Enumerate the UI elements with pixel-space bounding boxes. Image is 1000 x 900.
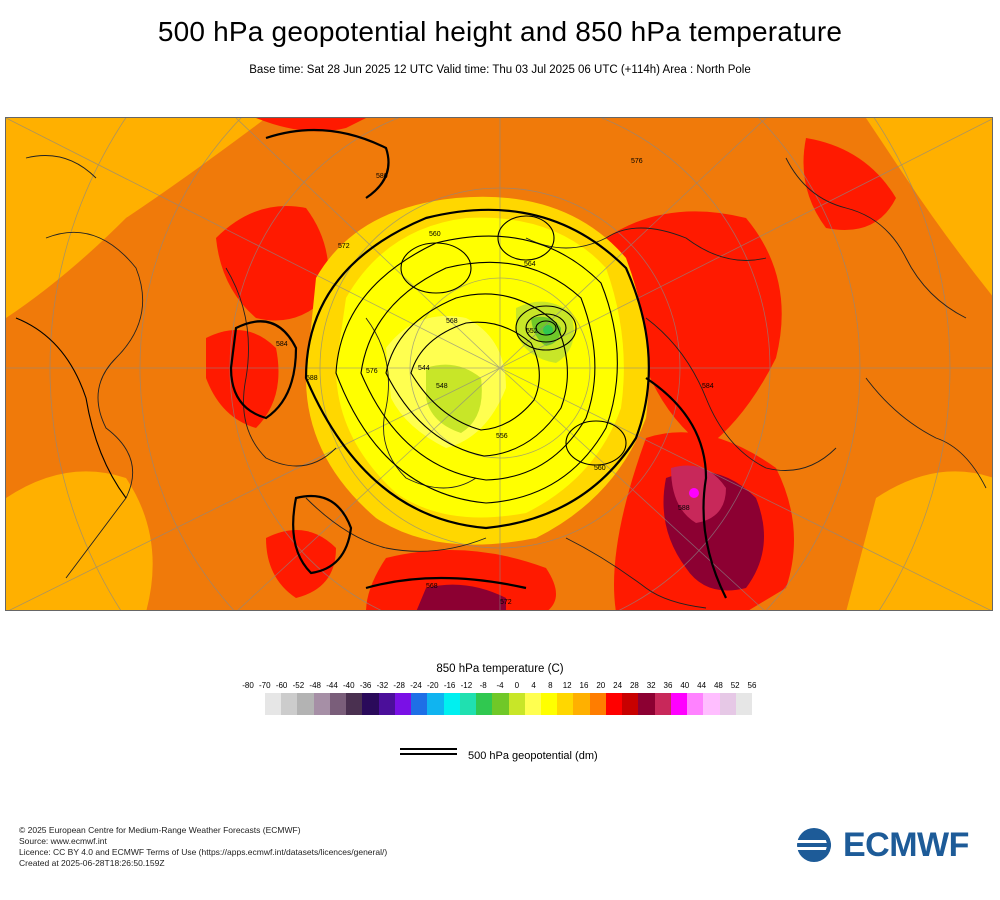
contour-label: 556 <box>496 433 508 440</box>
colorbar-swatch <box>524 693 541 715</box>
colorbar-tick-label: 20 <box>596 681 606 690</box>
temperature-field: 584 588 576 568 552 548 544 556 560 572 … <box>6 118 992 610</box>
colorbar-tick-label: 36 <box>663 681 673 690</box>
colorbar-swatch <box>378 693 395 715</box>
contour-label: 560 <box>429 231 441 238</box>
colorbar-swatch <box>281 693 298 715</box>
colorbar <box>265 693 753 715</box>
created-line: Created at 2025-06-28T18:26:50.159Z <box>19 858 165 868</box>
colorbar-swatch <box>622 693 639 715</box>
polar-map: 584 588 576 568 552 548 544 556 560 572 … <box>5 117 993 611</box>
colorbar-swatch <box>508 693 525 715</box>
colorbar-tick-label: 0 <box>514 681 520 690</box>
contour-label: 568 <box>426 583 438 590</box>
source-line: Source: www.ecmwf.int <box>19 836 107 846</box>
contour-label: 548 <box>436 383 448 390</box>
colorbar-tick-label: 24 <box>613 681 623 690</box>
colorbar-swatch <box>703 693 720 715</box>
colorbar-tick-label: -8 <box>479 681 487 690</box>
ecmwf-logo-text: ECMWF <box>843 826 969 864</box>
colorbar-swatch <box>670 693 688 715</box>
colorbar-swatch <box>443 693 460 715</box>
colorbar-swatch <box>573 693 590 715</box>
ecmwf-logo-icon <box>795 828 841 862</box>
colorbar-tick-label: 4 <box>531 681 536 690</box>
contour-label: 572 <box>338 243 350 250</box>
colorbar-swatch <box>589 693 606 715</box>
contour-label: 588 <box>678 505 690 512</box>
colorbar-tick-label: -52 <box>292 681 305 690</box>
contour-label: 544 <box>418 365 430 372</box>
colorbar-title: 850 hPa temperature (C) <box>436 663 564 675</box>
contour-label: 576 <box>631 158 643 165</box>
colorbar-swatch <box>735 693 753 715</box>
colorbar-tick-label: -20 <box>427 681 439 690</box>
colorbar-tick-label: 8 <box>548 681 553 690</box>
colorbar-tick-label: -12 <box>460 681 473 690</box>
colorbar-tick-label: -4 <box>496 681 504 690</box>
colorbar-swatch <box>605 693 623 715</box>
colorbar-tick-label: -36 <box>359 681 372 690</box>
colorbar-tick-label: -44 <box>326 681 338 690</box>
colorbar-tick-label: -16 <box>443 681 456 690</box>
contour-label: 588 <box>306 375 318 382</box>
contour-label: 584 <box>702 383 714 390</box>
colorbar-tick-label: -28 <box>393 681 405 690</box>
geopotential-legend-label: 500 hPa geopotential (dm) <box>468 750 598 762</box>
colorbar-tick-label: 52 <box>730 681 740 690</box>
colorbar-tick-label: 40 <box>680 681 690 690</box>
colorbar-tick-label: 44 <box>697 681 707 690</box>
colorbar-tick-label: 16 <box>579 681 589 690</box>
legend-line-sample <box>400 748 457 750</box>
colorbar-tick-label: 32 <box>646 681 656 690</box>
colorbar-tick-label: 56 <box>747 681 757 690</box>
colorbar-swatch <box>476 693 493 715</box>
colorbar-tick-label: 12 <box>562 681 572 690</box>
contour-label: 568 <box>446 318 458 325</box>
colorbar-swatch <box>540 693 558 715</box>
contour-label: 572 <box>500 599 512 606</box>
colorbar-swatch <box>687 693 704 715</box>
colorbar-swatch <box>346 693 363 715</box>
colorbar-swatch <box>362 693 379 715</box>
colorbar-tick-label: -80 <box>242 681 254 690</box>
colorbar-swatch <box>297 693 314 715</box>
colorbar-swatch <box>265 693 282 715</box>
copyright-line: © 2025 European Centre for Medium-Range … <box>19 825 301 835</box>
colorbar-tick-label: 48 <box>713 681 723 690</box>
contour-label: 560 <box>594 465 606 472</box>
contour-label: 564 <box>524 261 536 268</box>
colorbar-swatch <box>654 693 671 715</box>
colorbar-tick-label: 28 <box>629 681 639 690</box>
colorbar-swatch <box>557 693 574 715</box>
colorbar-tick-label: -70 <box>259 681 271 690</box>
contour-label: 576 <box>366 368 378 375</box>
colorbar-ticks: -80 -70 -60 -52 -48 -44 -40 -36 -32 -28 -24 -20 -16-… <box>0 681 1000 693</box>
colorbar-tick-label: -24 <box>410 681 422 690</box>
contour-label: 580 <box>376 173 388 180</box>
colorbar-swatch <box>459 693 477 715</box>
licence-line: Licence: CC BY 4.0 and ECMWF Terms of Us… <box>19 847 388 857</box>
ecmwf-logo: ECMWF <box>795 826 985 866</box>
contour-label: 552 <box>526 328 538 335</box>
map-subtitle: Base time: Sat 28 Jun 2025 12 UTC Valid … <box>249 64 751 76</box>
legend-line-sample <box>400 753 457 755</box>
colorbar-swatch <box>313 693 330 715</box>
colorbar-tick-label: -60 <box>275 681 288 690</box>
contour-label: 584 <box>276 341 288 348</box>
colorbar-swatch <box>394 693 412 715</box>
colorbar-swatch <box>719 693 736 715</box>
colorbar-swatch <box>411 693 428 715</box>
colorbar-tick-label: -48 <box>309 681 321 690</box>
colorbar-swatch <box>492 693 509 715</box>
colorbar-swatch <box>427 693 444 715</box>
map-title: 500 hPa geopotential height and 850 hPa … <box>157 16 843 47</box>
colorbar-tick-label: -32 <box>376 681 389 690</box>
colorbar-swatch <box>638 693 655 715</box>
colorbar-tick-label: -40 <box>343 681 355 690</box>
colorbar-swatch <box>329 693 347 715</box>
footer-credits: © 2025 European Centre for Medium-Range … <box>19 825 387 869</box>
